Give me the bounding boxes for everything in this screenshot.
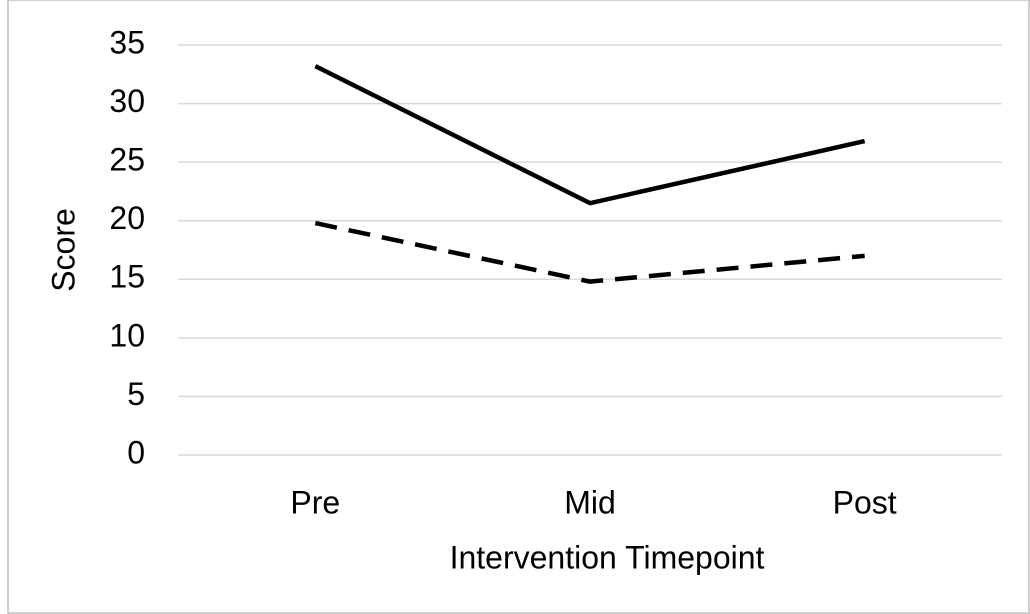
x-tick-label: Pre (290, 484, 340, 520)
y-tick-label: 5 (127, 376, 145, 412)
data-line (314, 64, 866, 206)
y-tick-label: 10 (109, 317, 145, 353)
y-tick-label: 30 (109, 83, 145, 119)
x-tick-label: Post (833, 484, 897, 520)
x-tick-label: Mid (564, 484, 616, 520)
x-axis-title: Intervention Timepoint (450, 539, 765, 575)
data-line (314, 220, 865, 284)
y-tick-label: 25 (109, 142, 145, 178)
y-tick-label: 0 (127, 434, 145, 470)
chart-frame (7, 0, 1030, 614)
y-tick-label: 20 (109, 200, 145, 236)
y-tick-label: 35 (109, 24, 145, 60)
y-tick-label: 15 (109, 259, 145, 295)
y-axis-title: Score (45, 208, 81, 292)
